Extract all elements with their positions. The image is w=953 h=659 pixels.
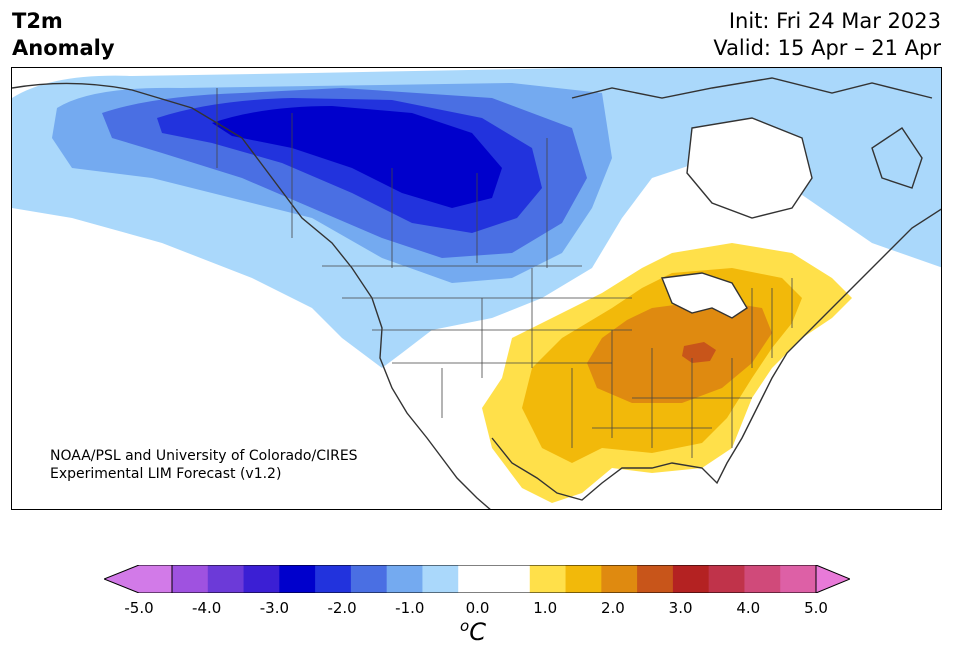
colorbar-cell: [315, 565, 352, 593]
colorbar-tick-label: 4.0: [736, 599, 761, 617]
colorbar-tick-label: 1.0: [533, 599, 558, 617]
great-lakes: [662, 273, 747, 318]
coastlines: [12, 77, 941, 509]
colorbar-cell: [172, 565, 209, 593]
colorbar-units: oC: [460, 617, 486, 646]
political-borders: [216, 88, 793, 458]
anomaly-map: NOAA/PSL and University of Colorado/CIRE…: [11, 67, 942, 510]
colorbar-tick-label: 2.0: [600, 599, 625, 617]
title-line-2: Anomaly: [12, 36, 115, 60]
warm-anomaly-deep: [682, 342, 716, 363]
colorbar-cell: [601, 565, 638, 593]
map-canvas: [12, 68, 941, 509]
colorbar-cell: [708, 565, 745, 593]
title-line-1: T2m: [12, 9, 63, 33]
valid-period: Valid: 15 Apr – 21 Apr: [713, 36, 941, 60]
cold-anomaly-core: [212, 106, 502, 208]
credit-text: NOAA/PSL and University of Colorado/CIRE…: [50, 447, 358, 483]
colorbar-ticks: -5.0 -4.0 -3.0 -2.0 -1.0 0.0 1.0 2.0 3.0 4.0 5.0: [0, 599, 953, 619]
colorbar-cell: [243, 565, 280, 593]
colorbar-low-extend: [104, 565, 173, 593]
colorbar-cell: [565, 565, 602, 593]
colorbar-cell: [637, 565, 674, 593]
plot-title: T2m Anomaly: [12, 8, 115, 62]
colorbar-cells: [172, 565, 817, 593]
colorbar-cell: [422, 565, 459, 593]
colorbar-tick-label: -1.0: [395, 599, 425, 617]
unit-label: C: [469, 618, 486, 646]
colorbar-cell: [350, 565, 388, 593]
init-date: Init: Fri 24 Mar 2023: [728, 9, 941, 33]
forecast-dates: Init: Fri 24 Mar 2023 Valid: 15 Apr – 21…: [713, 8, 941, 62]
colorbar-cell: [744, 565, 781, 593]
colorbar-cell: [207, 565, 245, 593]
colorbar-cell: [780, 565, 817, 593]
colorbar-tick-label: 5.0: [804, 599, 828, 617]
colorbar-cell: [386, 565, 423, 593]
colorbar-tick-label: -5.0: [124, 599, 154, 617]
colorbar-cell: [529, 565, 567, 593]
colorbar-high-extend: [815, 565, 850, 593]
colorbar-cell: [458, 565, 495, 593]
colorbar-cell: [279, 565, 316, 593]
colorbar-tick-label: -3.0: [259, 599, 290, 617]
credit-line-2: Experimental LIM Forecast (v1.2): [50, 466, 282, 482]
credit-line-1: NOAA/PSL and University of Colorado/CIRE…: [50, 448, 358, 464]
colorbar-cell: [672, 565, 710, 593]
hudson-bay: [687, 118, 812, 218]
colorbar-cell: [494, 565, 531, 593]
degree-symbol: o: [460, 617, 470, 635]
warm-anomaly-med: [587, 300, 772, 403]
colorbar-tick-label: 0.0: [465, 599, 490, 617]
colorbar: [104, 565, 850, 593]
colorbar-tick-label: -2.0: [327, 599, 357, 617]
colorbar-tick-label: -4.0: [192, 599, 222, 617]
colorbar-tick-label: 3.0: [668, 599, 693, 617]
